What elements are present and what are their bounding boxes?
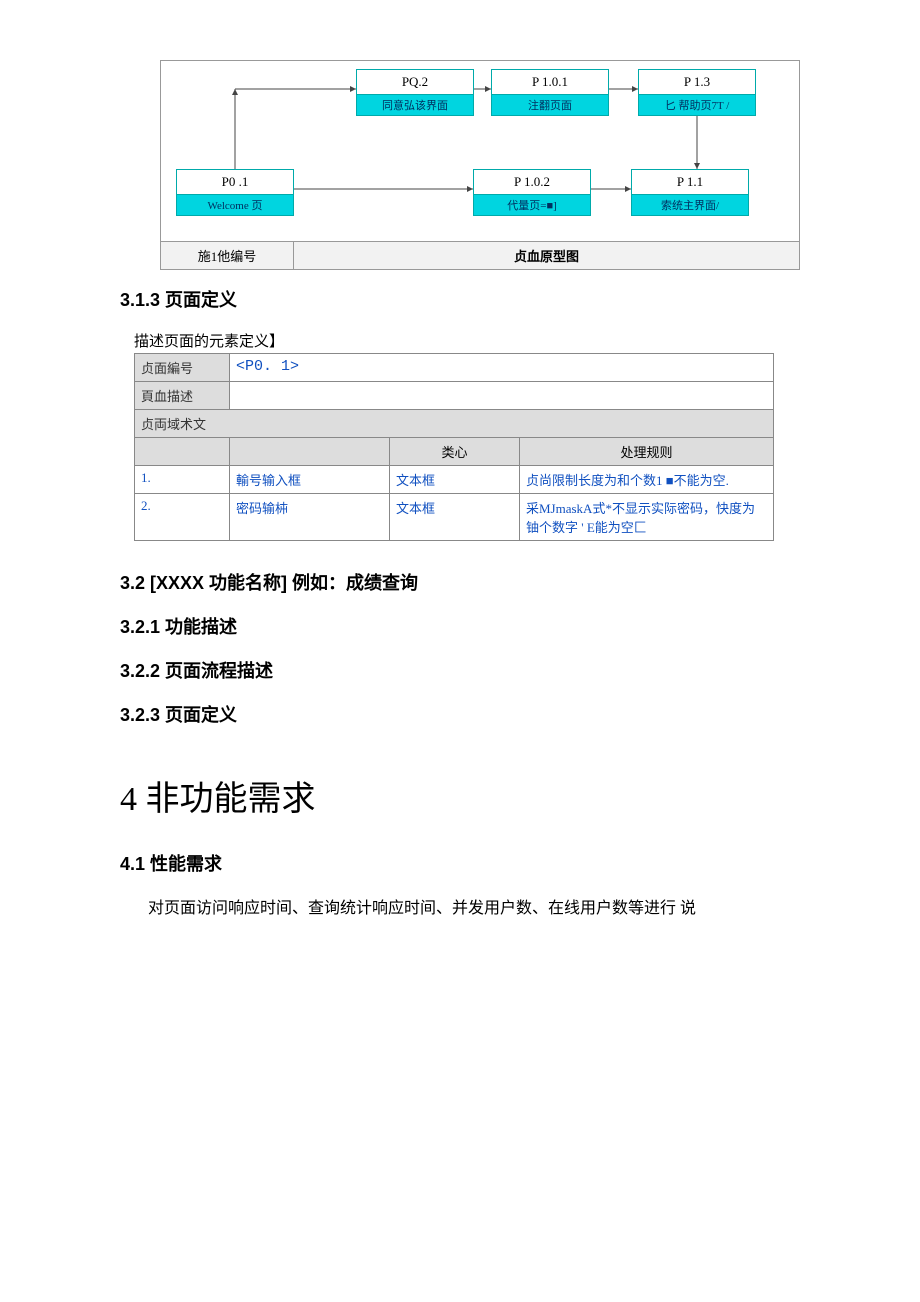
- para-4-1: 对页面访问响应时间、查询统计响应时间、并发用户数、在线用户数等进行 说: [148, 894, 800, 924]
- heading-4: 4 非功能需求: [120, 771, 800, 820]
- col-type: 类心: [390, 438, 520, 466]
- col-rule: 处理规则: [520, 438, 774, 466]
- flow-node-code: P0 .1: [177, 170, 293, 195]
- def-r2-val: [230, 382, 774, 410]
- page-definition-table: 贞面編号 <P0. 1> 頁血描述 贞両域术文 类心 处理规则 1.輸号输入框文…: [134, 353, 774, 541]
- flow-node-label: 注翻页面: [492, 95, 608, 115]
- flow-node-p11: P 1.1索统主界面/: [631, 169, 749, 216]
- flow-node-p13: P 1.3匕 帮助页7T /: [638, 69, 756, 116]
- heading-4-1: 4.1 性能需求: [120, 850, 800, 876]
- cell-n: 1.: [135, 466, 230, 494]
- table-row: 1.輸号输入框文本框贞尚限制长度为和个数1 ■不能为空.: [135, 466, 774, 494]
- flow-node-code: PQ.2: [357, 70, 473, 95]
- diagram-footer: 施1他编号 贞血原型图: [161, 241, 799, 269]
- cell-n: 2.: [135, 494, 230, 541]
- heading-3-2-2: 3.2.2 页面流程描述: [120, 657, 800, 683]
- col-name: [230, 438, 390, 466]
- flow-node-label: 匕 帮助页7T /: [639, 95, 755, 115]
- cell-rule: 采MJmaskA式*不显示实际密码，快度为 铀个数字 ' E能为空匚: [520, 494, 774, 541]
- cell-type: 文本框: [390, 466, 520, 494]
- def-intro-label: 描述页面的元素定义】: [134, 330, 800, 351]
- def-r2-label: 頁血描述: [135, 382, 230, 410]
- col-n: [135, 438, 230, 466]
- flow-node-p101: P 1.0.1注翻页面: [491, 69, 609, 116]
- page-flow-diagram: PQ.2同意弘该界面 P 1.0.1注翻页面 P 1.3匕 帮助页7T / P0 .1…: [160, 60, 800, 270]
- def-r1-label: 贞面編号: [135, 354, 230, 382]
- diagram-footer-right: 贞血原型图: [294, 242, 799, 269]
- flow-node-code: P 1.3: [639, 70, 755, 95]
- flow-node-code: P 1.0.1: [492, 70, 608, 95]
- heading-3-2: 3.2 [XXXX 功能名称] 例如：成绩查询: [120, 569, 800, 595]
- cell-name: 輸号输入框: [230, 466, 390, 494]
- flow-node-code: P 1.0.2: [474, 170, 590, 195]
- heading-3-2-1: 3.2.1 功能描述: [120, 613, 800, 639]
- def-r3-label: 贞両域术文: [135, 410, 774, 438]
- cell-name: 密码输枾: [230, 494, 390, 541]
- flow-node-label: Welcome 页: [177, 195, 293, 215]
- cell-type: 文本框: [390, 494, 520, 541]
- flow-node-label: 代量页=■]: [474, 195, 590, 215]
- diagram-footer-left: 施1他编号: [161, 242, 294, 269]
- flow-node-pq2: PQ.2同意弘该界面: [356, 69, 474, 116]
- flow-node-code: P 1.1: [632, 170, 748, 195]
- flow-node-label: 同意弘该界面: [357, 95, 473, 115]
- flow-node-p01: P0 .1Welcome 页: [176, 169, 294, 216]
- flow-node-p102: P 1.0.2代量页=■]: [473, 169, 591, 216]
- def-r1-val: <P0. 1>: [236, 358, 299, 375]
- flow-node-label: 索统主界面/: [632, 195, 748, 215]
- cell-rule: 贞尚限制长度为和个数1 ■不能为空.: [520, 466, 774, 494]
- table-row: 2.密码输枾文本框采MJmaskA式*不显示实际密码，快度为 铀个数字 ' E能…: [135, 494, 774, 541]
- heading-3-1-3: 3.1.3 页面定义: [120, 286, 800, 312]
- heading-3-2-3: 3.2.3 页面定义: [120, 701, 800, 727]
